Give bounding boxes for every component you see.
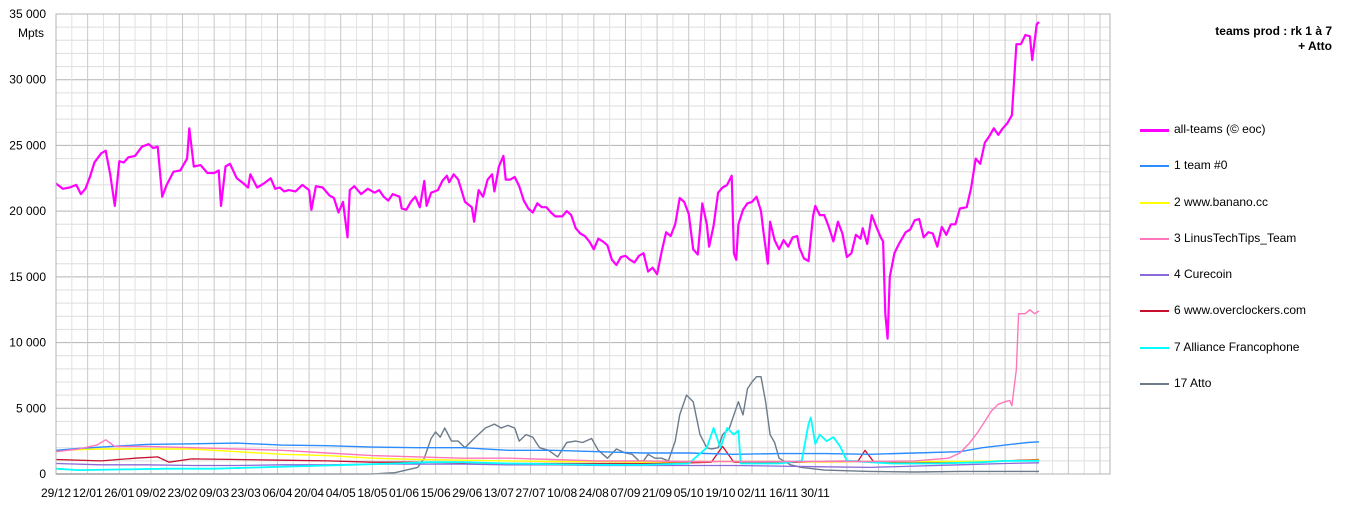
x-tick-label: 18/05: [357, 486, 387, 500]
x-tick-label: 13/07: [484, 486, 514, 500]
legend-label: 7 Alliance Francophone: [1174, 339, 1300, 354]
x-tick-label: 12/01: [73, 486, 103, 500]
x-tick-label: 10/08: [547, 486, 577, 500]
legend-swatch: [1140, 346, 1169, 349]
x-tick-label: 01/06: [389, 486, 419, 500]
y-tick-label: 5 000: [16, 401, 46, 415]
legend-swatch: [1140, 129, 1169, 132]
legend: all-teams (© eoc) 1 team #0 2 www.banano.c…: [1140, 122, 1306, 412]
series-line: [55, 441, 1040, 455]
x-tick-label: 19/10: [705, 486, 735, 500]
chart-title-line: teams prod : rk 1 à 7: [1215, 24, 1332, 38]
legend-item: 4 Curecoin: [1140, 267, 1306, 303]
legend-swatch: [1140, 274, 1169, 277]
legend-label: 4 Curecoin: [1174, 267, 1233, 282]
y-tick-label: 35 000: [9, 7, 46, 21]
legend-swatch: [1140, 383, 1169, 386]
x-tick-label: 16/11: [769, 486, 798, 500]
series-line: [55, 21, 1040, 340]
y-tick-label: 10 000: [9, 336, 46, 350]
legend-item: 2 www.banano.cc: [1140, 195, 1306, 231]
legend-label: 6 www.overclockers.com: [1174, 303, 1307, 318]
x-tick-label: 29/12: [41, 486, 71, 500]
x-tick-label: 30/11: [801, 486, 830, 500]
x-tick-label: 23/02: [168, 486, 198, 500]
chart-title: teams prod : rk 1 à 7 + Atto: [1180, 24, 1332, 54]
legend-label: 1 team #0: [1174, 158, 1228, 173]
legend-item: 6 www.overclockers.com: [1140, 303, 1306, 339]
legend-swatch: [1140, 165, 1169, 168]
y-tick-label: 20 000: [9, 204, 46, 218]
chart-title-line: + Atto: [1298, 39, 1332, 53]
x-tick-label: 05/10: [674, 486, 704, 500]
y-tick-label: 0: [39, 467, 46, 481]
x-tick-label: 21/09: [642, 486, 672, 500]
x-tick-label: 09/02: [136, 486, 166, 500]
x-tick-label: 04/05: [326, 486, 356, 500]
legend-swatch: [1140, 201, 1169, 204]
y-axis-ticks: 0 5 000 10 000 15 000 20 000 25 000 30 000 35 0…: [9, 7, 46, 481]
legend-label: 2 www.banano.cc: [1174, 194, 1269, 209]
x-tick-label: 02/11: [737, 486, 766, 500]
series-line: [55, 309, 1040, 463]
grid: [55, 13, 1110, 475]
legend-item: 1 team #0: [1140, 158, 1306, 194]
y-tick-label: 15 000: [9, 270, 46, 284]
y-tick-label: 25 000: [9, 138, 46, 152]
y-tick-label: 30 000: [9, 73, 46, 87]
x-tick-label: 23/03: [231, 486, 261, 500]
x-tick-label: 27/07: [516, 486, 546, 500]
plot-border: [55, 13, 1111, 475]
x-axis-ticks: 29/12 12/01 26/01 09/02 23/02 09/03 23/03 06/04…: [41, 486, 830, 500]
legend-swatch: [1140, 237, 1169, 240]
x-tick-label: 24/08: [579, 486, 609, 500]
legend-label: 17 Atto: [1174, 376, 1212, 391]
legend-swatch: [1140, 310, 1169, 313]
x-tick-label: 29/06: [452, 486, 482, 500]
legend-label: all-teams (© eoc): [1174, 122, 1266, 136]
series-line: [55, 416, 1039, 471]
x-tick-label: 15/06: [421, 486, 451, 500]
x-tick-label: 06/04: [262, 486, 292, 500]
x-tick-label: 26/01: [104, 486, 134, 500]
x-tick-label: 09/03: [199, 486, 229, 500]
legend-item: 7 Alliance Francophone: [1140, 340, 1306, 376]
y-axis-unit-label: Mpts: [18, 26, 45, 40]
legend-item: 3 LinusTechTips_Team: [1140, 231, 1306, 267]
x-tick-label: 07/09: [610, 486, 640, 500]
x-tick-label: 20/04: [294, 486, 324, 500]
series-lines: [55, 21, 1040, 475]
legend-item: 17 Atto: [1140, 376, 1306, 412]
legend-item: all-teams (© eoc): [1140, 122, 1306, 158]
legend-label: 3 LinusTechTips_Team: [1174, 230, 1297, 245]
